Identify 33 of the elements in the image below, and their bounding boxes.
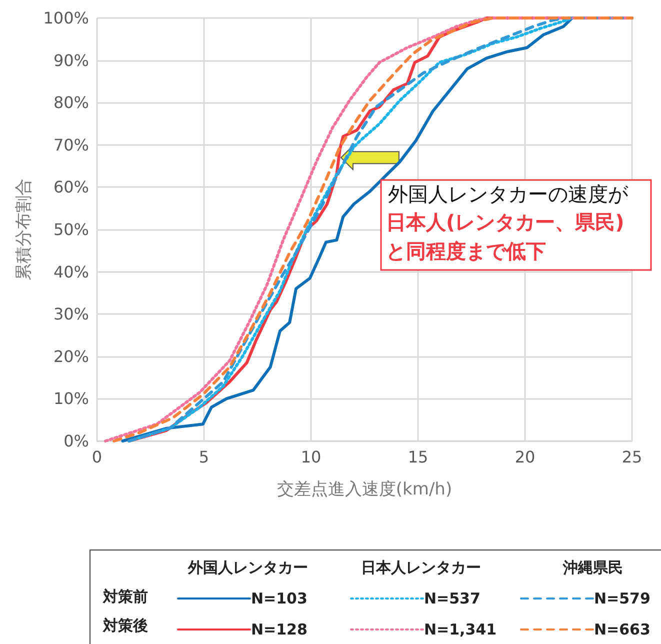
legend-label: N=579 [594,590,650,608]
x-tick-label: 0 [92,448,102,466]
legend-label: N=128 [251,620,308,638]
y-tick-label: 80% [53,93,89,112]
y-tick-label: 30% [53,304,89,324]
y-tick-label: 50% [53,220,89,239]
text: 沖縄県民 [562,558,623,576]
text: 対策後 [102,616,148,634]
y-tick-label: 90% [53,50,89,70]
text: 対策前 [102,588,148,606]
legend-label: N=1,341 [424,620,497,638]
x-tick-label: 5 [198,448,210,466]
x-tick-label: 15 [408,448,428,466]
x-tick-label: 25 [622,448,642,466]
y-tick-label: 10% [53,389,89,408]
x-axis-title: 交差点進入速度(km/h) [276,480,452,500]
y-tick-label: 0% [64,432,89,450]
text: 外国人レンタカー [187,558,308,576]
y-tick-label: 20% [53,346,89,366]
y-tick-label: 60% [53,178,89,197]
text: 日本人レンタカー [361,558,481,576]
x-tick-label: 10 [300,448,322,466]
y-tick-label: 100% [43,8,89,28]
legend-label: N=663 [594,620,650,638]
y-axis-title: 累積分布割合 [14,178,34,280]
y-tick-label: 40% [53,262,89,282]
x-tick-label: 20 [514,448,536,466]
annotation: 日本人(レンタカー、県民) [386,210,624,234]
annotation: 外国人レンタカーの速度が [388,182,629,206]
annotation: と同程度まで低下 [386,239,546,263]
legend-label: N=537 [424,590,480,608]
legend-label: N=103 [251,590,308,608]
y-tick-label: 70% [53,135,89,154]
